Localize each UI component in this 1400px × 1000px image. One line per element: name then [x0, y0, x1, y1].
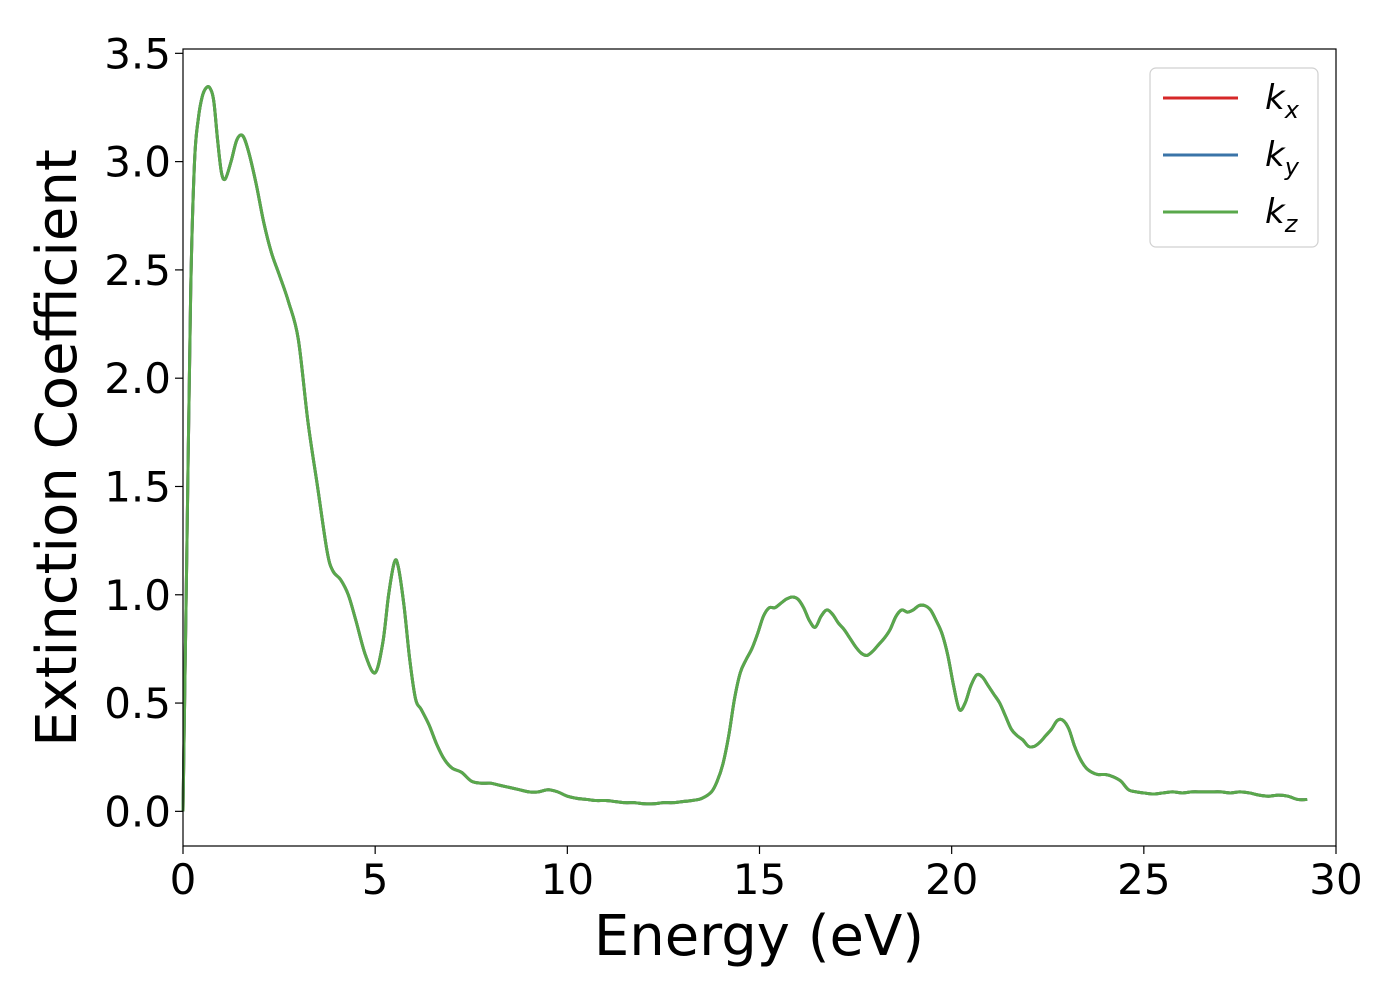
- y-tick-label: 0.5: [104, 679, 171, 728]
- x-tick-label: 0: [170, 855, 197, 904]
- legend-label-kz: kz: [1265, 192, 1299, 238]
- x-tick-label: 20: [925, 855, 978, 904]
- y-tick-label: 3.0: [104, 138, 171, 187]
- x-tick-label: 30: [1309, 855, 1362, 904]
- series-line-kz: [181, 85, 1308, 812]
- y-tick-label: 2.5: [104, 246, 171, 295]
- series-layer: [181, 85, 1308, 812]
- y-axis-ticks: 0.0 0.5 1.0 1.5 2.0 2.5 3.0 3.5: [104, 29, 183, 836]
- x-tick-label: 5: [362, 855, 389, 904]
- x-tick-label: 10: [541, 855, 594, 904]
- x-axis-title: Energy (eV): [594, 904, 924, 969]
- y-tick-label: 2.0: [104, 354, 171, 403]
- y-tick-label: 3.5: [104, 29, 171, 78]
- x-tick-label: 25: [1117, 855, 1170, 904]
- legend-box: [1149, 67, 1319, 248]
- y-tick-label: 1.0: [104, 571, 171, 620]
- y-tick-label: 0.0: [104, 787, 171, 836]
- x-axis-ticks: 0 5 10 15 20 25 30: [170, 846, 1363, 904]
- plot-background: [183, 49, 1336, 846]
- legend: kx ky kz: [1149, 67, 1319, 248]
- legend-label-kx: kx: [1265, 78, 1300, 124]
- y-axis-title: Extinction Coefficient: [25, 149, 90, 747]
- legend-label-ky: ky: [1265, 135, 1300, 181]
- x-tick-label: 15: [733, 855, 786, 904]
- y-tick-label: 1.5: [104, 462, 171, 511]
